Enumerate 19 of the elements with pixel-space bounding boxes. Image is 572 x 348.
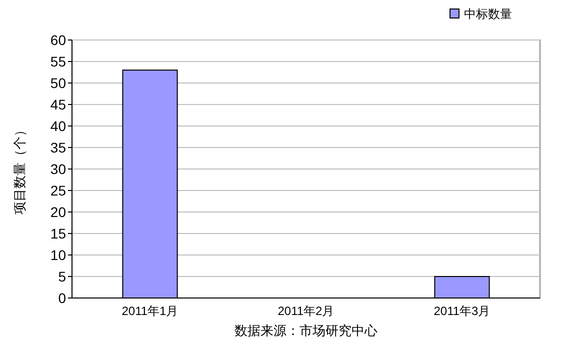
y-tick-label: 50 (50, 75, 66, 91)
y-tick-label: 20 (50, 204, 66, 220)
y-tick-label: 25 (50, 182, 66, 198)
y-tick-label: 45 (50, 96, 66, 112)
x-axis-title: 数据来源：市场研究中心 (234, 323, 378, 338)
y-tick-label: 0 (58, 290, 66, 306)
y-tick-label: 60 (50, 32, 66, 48)
legend-label: 中标数量 (464, 7, 512, 21)
x-tick-label: 2011年3月 (434, 304, 490, 318)
x-tick-label: 2011年2月 (278, 304, 334, 318)
y-tick-label: 30 (50, 161, 66, 177)
y-axis-title: 项目数量（个） (12, 124, 27, 214)
y-tick-label: 10 (50, 247, 66, 263)
y-tick-label: 15 (50, 226, 66, 242)
y-tick-label: 40 (50, 118, 66, 134)
y-tick-label: 35 (50, 140, 66, 156)
y-tick-label: 55 (50, 54, 66, 70)
y-tick-label: 5 (58, 268, 66, 284)
x-tick-label: 2011年1月 (122, 304, 178, 318)
